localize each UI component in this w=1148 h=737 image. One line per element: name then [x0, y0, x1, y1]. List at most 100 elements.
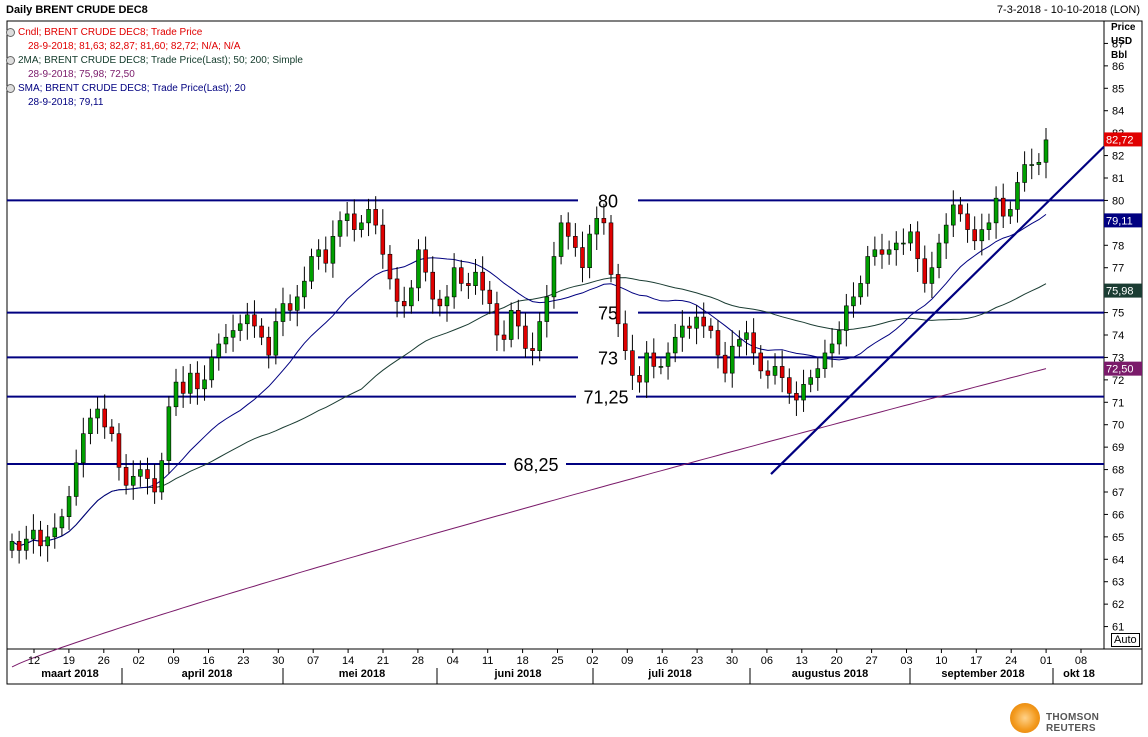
candle-down [401, 301, 407, 307]
level-label-bg [578, 190, 638, 211]
candle-down [145, 469, 150, 479]
month-label: april 2018 [182, 668, 233, 680]
candle-down [373, 209, 378, 226]
candle-up [872, 249, 878, 257]
candle-up [24, 538, 29, 551]
candle-up [1043, 139, 1049, 163]
candle-up [986, 222, 992, 230]
candle-up [66, 496, 72, 517]
candle-up [1022, 164, 1027, 183]
candle-down [423, 249, 428, 273]
price-tag-label: 75,98 [1106, 286, 1134, 298]
y-axis-panel [1103, 20, 1143, 650]
price-chart[interactable]: 80 75 73 71,25 68,25 61 62 63 64 65 66 67 68 69 70 71 7… [0, 0, 1148, 700]
candle-down [394, 278, 400, 302]
month-label: augustus 2018 [792, 668, 868, 680]
candle-up [216, 343, 222, 358]
level-label: 71,25 [583, 388, 628, 408]
candle-down [195, 372, 200, 390]
candle-up [59, 516, 65, 529]
price-tag-label: 82,72 [1106, 134, 1134, 146]
candle-down [466, 283, 471, 286]
y-tick-label: 68 [1112, 465, 1124, 477]
legend-candles[interactable]: Cndl; BRENT CRUDE DEC8; Trade Price 28-9… [6, 26, 303, 54]
candle-up [45, 536, 50, 547]
legend-toggle-icon[interactable] [6, 28, 15, 37]
candle-down [352, 213, 357, 230]
legend-candles-values: 28-9-2018; 81,63; 82,87; 81,60; 82,72; N… [28, 41, 241, 52]
candle-down [266, 336, 271, 356]
candle-up [908, 231, 913, 244]
month-label: mei 2018 [339, 668, 385, 680]
legend: Cndl; BRENT CRUDE DEC8; Trade Price 28-9… [6, 26, 303, 110]
candle-up [202, 379, 207, 390]
candle-up [979, 229, 985, 242]
x-tick-label: 28 [412, 655, 424, 667]
candle-down [501, 334, 507, 340]
candle-up [330, 236, 336, 264]
candle-up [209, 357, 214, 381]
candle-up [451, 267, 457, 298]
candle-down [437, 298, 443, 307]
candle-up [993, 197, 999, 224]
candle-down [637, 375, 642, 383]
candle-up [1036, 162, 1042, 165]
candle-down [922, 258, 928, 284]
candle-down [708, 325, 714, 331]
candle-up [1008, 209, 1013, 217]
x-tick-label: 10 [935, 655, 947, 667]
price-tag-bg [1104, 361, 1142, 376]
candle-up [280, 303, 286, 322]
x-tick-label: 21 [377, 655, 389, 667]
candle-up [737, 339, 742, 347]
price-tags: 82,72 79,11 75,98 72,50 [1104, 132, 1142, 376]
candle-up [851, 296, 856, 307]
x-tick-label: 08 [1075, 655, 1087, 667]
candle-down [380, 224, 386, 255]
candle-up [416, 249, 421, 289]
candle-down [758, 352, 764, 372]
level-label-bg [578, 347, 638, 368]
trendline [770, 145, 1105, 475]
ma-200-line [11, 368, 1047, 668]
candle-down [458, 267, 464, 284]
candle-up [594, 218, 600, 235]
legend-toggle-icon[interactable] [6, 84, 15, 93]
y-tick-label: 72 [1112, 375, 1124, 387]
candle-up [680, 325, 685, 338]
candle-up [537, 321, 542, 351]
candle-up [815, 368, 821, 378]
candle-up [772, 366, 778, 376]
legend-sma[interactable]: SMA; BRENT CRUDE DEC8; Trade Price(Last)… [6, 82, 303, 110]
candle-down [109, 426, 115, 434]
x-tick-label: 06 [761, 655, 773, 667]
candle-up [886, 249, 892, 255]
trendline-layer [770, 145, 1105, 475]
candle-up [929, 267, 935, 284]
plot-area [6, 20, 1105, 650]
candle-up [309, 256, 314, 282]
x-tick-label: 04 [447, 655, 459, 667]
chart-frame: 80 75 73 71,25 68,25 61 62 63 64 65 66 67 68 69 70 71 7… [0, 0, 1148, 700]
legend-toggle-icon[interactable] [6, 56, 15, 65]
candles [9, 127, 1049, 564]
candle-down [38, 529, 43, 547]
axis-unit-barrel: Bbl [1111, 50, 1128, 61]
x-tick-label: 27 [865, 655, 877, 667]
candle-down [958, 204, 963, 215]
candle-down [687, 325, 692, 329]
candle-down [152, 478, 157, 493]
candle-up [95, 408, 100, 419]
candle-up [130, 475, 136, 486]
candle-down [779, 366, 785, 378]
y-axis-ticks: 6162636465666768697071727374757677787980… [1104, 38, 1124, 634]
candle-down [722, 354, 728, 374]
candle-down [630, 350, 635, 376]
legend-2ma[interactable]: 2MA; BRENT CRUDE DEC8; Trade Price(Last)… [6, 54, 303, 82]
auto-scale-button[interactable]: Auto [1111, 633, 1140, 647]
month-label: juli 2018 [647, 668, 691, 680]
y-tick-label: 69 [1112, 442, 1124, 454]
candle-down [1000, 197, 1006, 217]
x-tick-label: 02 [133, 655, 145, 667]
legend-sma-values: 28-9-2018; 79,11 [28, 97, 104, 108]
